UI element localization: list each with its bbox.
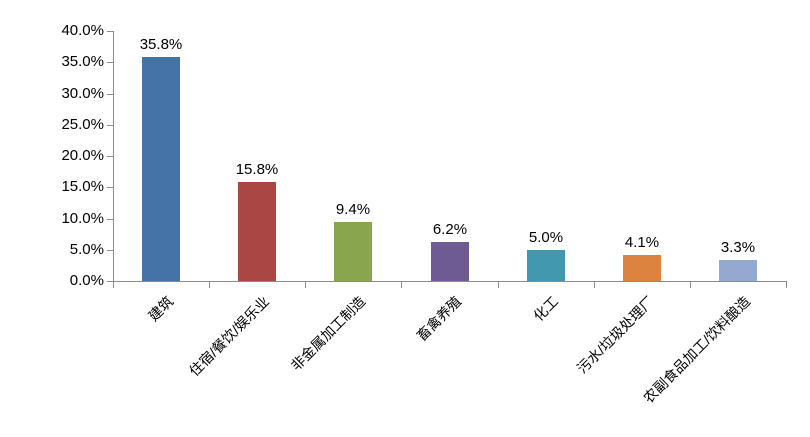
bar-value-label: 5.0%	[528, 229, 564, 246]
y-axis-tick-label: 30.0%	[61, 85, 104, 102]
x-axis-tick	[498, 282, 499, 288]
y-axis-tick	[107, 219, 113, 220]
bar	[719, 260, 757, 281]
bar	[142, 57, 180, 281]
bar-value-label: 15.8%	[235, 161, 279, 178]
bar-value-label: 4.1%	[624, 234, 660, 251]
y-axis-tick	[107, 125, 113, 126]
x-axis-category-label: 建筑	[145, 293, 177, 325]
bar	[527, 249, 565, 281]
bar-value-label: 9.4%	[335, 201, 371, 218]
bar	[623, 255, 661, 281]
y-axis-tick	[107, 156, 113, 157]
bar-value-label: 35.8%	[139, 36, 183, 53]
bar	[431, 242, 469, 281]
x-axis-line	[113, 281, 787, 282]
y-axis-tick-label: 5.0%	[69, 241, 104, 258]
x-axis-tick	[305, 282, 306, 288]
x-axis-tick	[690, 282, 691, 288]
y-axis-tick	[107, 250, 113, 251]
y-axis-tick-label: 25.0%	[61, 116, 104, 133]
bar	[334, 222, 372, 281]
y-axis-tick-label: 35.0%	[61, 53, 104, 70]
x-axis-category-label: 农副食品加工/饮料酿造	[640, 293, 754, 407]
bar-value-label: 6.2%	[432, 221, 468, 238]
y-axis-line	[113, 31, 114, 282]
y-axis-tick-label: 40.0%	[61, 22, 104, 39]
y-axis-tick	[107, 94, 113, 95]
x-axis-category-label: 畜禽养殖	[413, 293, 465, 344]
x-axis-category-label: 住宿/餐饮/娱乐业	[186, 293, 273, 380]
y-axis-tick-label: 10.0%	[61, 210, 104, 227]
x-axis-tick	[113, 282, 114, 288]
y-axis-tick	[107, 31, 113, 32]
y-axis-tick-label: 20.0%	[61, 147, 104, 164]
x-axis-category-label: 化工	[530, 293, 562, 325]
x-axis-category-label: 污水/垃圾处理厂	[573, 293, 658, 377]
y-axis-tick-label: 15.0%	[61, 178, 104, 195]
y-axis-tick	[107, 187, 113, 188]
x-axis-tick	[401, 282, 402, 288]
x-axis-tick	[594, 282, 595, 288]
bar-value-label: 3.3%	[720, 239, 756, 256]
x-axis-tick	[786, 282, 787, 288]
bar	[238, 182, 276, 281]
y-axis-tick	[107, 281, 113, 282]
y-axis-tick-label: 0.0%	[69, 272, 104, 289]
x-axis-tick	[209, 282, 210, 288]
y-axis-tick	[107, 62, 113, 63]
x-axis-category-label: 非金属加工制造	[287, 293, 369, 374]
